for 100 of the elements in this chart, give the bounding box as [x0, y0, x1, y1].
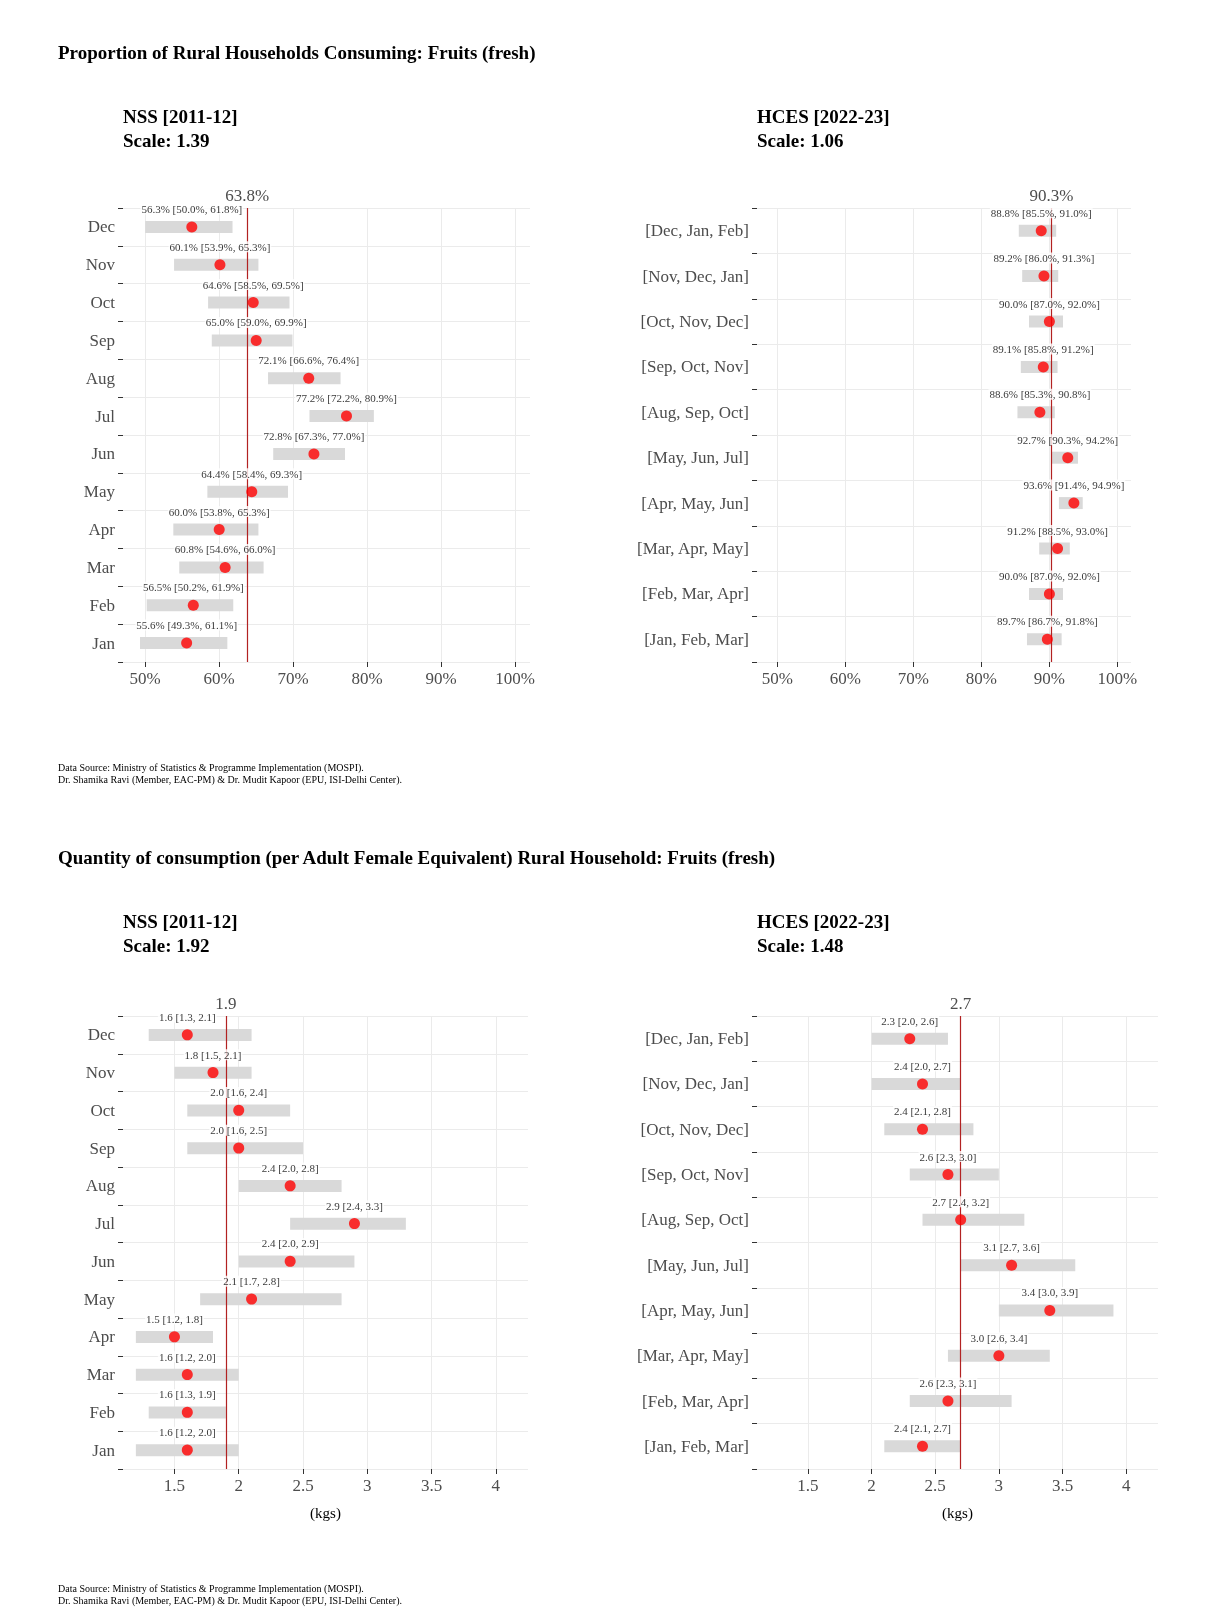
data-label: 77.2% [72.2%, 80.9%]	[296, 392, 397, 405]
y-tick-label: [Apr, May, Jun]	[641, 1300, 749, 1320]
point	[207, 1067, 219, 1079]
y-tick-label: [Sep, Oct, Nov]	[641, 357, 749, 377]
point	[1068, 497, 1080, 509]
point	[917, 1078, 928, 1090]
data-label: 60.1% [53.9%, 65.3%]	[169, 240, 271, 253]
point	[181, 1444, 193, 1456]
y-tick-label: Aug	[85, 368, 116, 388]
data-label: 2.4 [2.0, 2.7]	[894, 1059, 951, 1072]
data-label: 72.8% [67.3%, 77.0%]	[263, 429, 365, 442]
data-label: 1.8 [1.5, 2.1]	[184, 1048, 242, 1061]
y-tick-label: Feb	[89, 1402, 115, 1422]
data-label: 2.9 [2.4, 3.3]	[326, 1199, 383, 1212]
data-label: 2.0 [1.6, 2.5]	[210, 1124, 268, 1137]
x-tick-label: 100%	[495, 669, 536, 688]
point	[942, 1169, 954, 1181]
x-tick-label: 1.5	[797, 1476, 819, 1495]
point	[348, 1218, 360, 1230]
x-axis-title: (kgs)	[942, 1504, 973, 1522]
point	[303, 372, 315, 384]
y-tick-label: [Oct, Nov, Dec]	[640, 312, 749, 331]
point	[1038, 270, 1050, 282]
point	[247, 297, 259, 309]
ref-line-label: 90.3%	[1029, 186, 1074, 205]
ref-line-label: 1.9	[215, 994, 237, 1013]
y-tick-label: Jan	[92, 633, 116, 653]
point	[1043, 316, 1055, 327]
y-tick-label: Mar	[86, 1365, 116, 1385]
y-tick-label: Dec	[87, 217, 116, 237]
point	[181, 1029, 193, 1041]
data-label: 2.4 [2.1, 2.8]	[894, 1105, 951, 1118]
point	[181, 1406, 193, 1418]
y-tick-label: Jun	[91, 1251, 116, 1271]
x-tick-label: 2.5	[292, 1476, 314, 1495]
data-label: 89.2% [86.0%, 91.3%]	[993, 252, 1095, 265]
x-axis-title: (kgs)	[310, 1504, 341, 1522]
ref-line-label: 2.7	[950, 994, 972, 1013]
data-label: 1.6 [1.3, 1.9]	[158, 1388, 216, 1401]
text: Proportion of Rural Households Consuming: Fruits (fresh)	[58, 42, 536, 64]
data-label: 93.6% [91.4%, 94.9%]	[1023, 479, 1125, 492]
data-label: 2.4 [2.1, 2.7]	[894, 1422, 951, 1435]
point	[284, 1255, 296, 1267]
data-label: 91.2% [88.5%, 93.0%]	[1007, 524, 1108, 537]
y-tick-label: [Apr, May, Jun]	[641, 493, 749, 513]
x-tick-label: 3	[363, 1476, 372, 1495]
data-label: 2.4 [2.0, 2.9]	[261, 1237, 319, 1250]
point	[181, 637, 193, 649]
point	[214, 259, 226, 271]
y-tick-label: [Oct, Nov, Dec]	[640, 1119, 749, 1139]
x-tick-label: 50%	[761, 669, 793, 688]
point	[219, 561, 231, 573]
y-tick-label: Jul	[95, 406, 116, 426]
point	[246, 1293, 258, 1305]
y-tick-label: Sep	[89, 1138, 115, 1158]
data-label: 56.3% [50.0%, 61.8%]	[141, 202, 243, 215]
chart-subtitle: Scale: 1.48	[757, 935, 844, 957]
data-label: 2.6 [2.3, 3.1]	[919, 1377, 977, 1390]
x-tick-label: 70%	[277, 669, 309, 688]
point	[1035, 225, 1047, 237]
chart-subtitle: Scale: 1.39	[123, 130, 210, 152]
x-tick-label: 80%	[965, 669, 997, 688]
x-tick-label: 3.5	[420, 1476, 443, 1495]
x-tick-label: 2	[234, 1476, 243, 1495]
point	[233, 1104, 245, 1116]
x-tick-label: 80%	[351, 669, 383, 688]
point	[213, 524, 225, 536]
chart-subtitle: Scale: 1.06	[757, 130, 844, 152]
data-label: 2.6 [2.3, 3.0]	[919, 1150, 977, 1163]
x-tick-label: 60%	[203, 669, 235, 688]
data-label: 72.1% [66.6%, 76.4%]	[258, 354, 360, 367]
x-tick-label: 1.5	[163, 1476, 186, 1495]
data-label: 64.4% [58.4%, 69.3%]	[201, 467, 303, 480]
y-tick-label: [Nov, Dec, Jan]	[642, 1074, 749, 1094]
point	[186, 221, 198, 233]
text: Quantity of consumption (per Adult Female Equivalent) Rural Household: Fruits (fresh)	[58, 847, 776, 869]
data-label: 60.8% [54.6%, 66.0%]	[174, 543, 276, 556]
x-tick-label: 4	[491, 1476, 501, 1495]
ref-line-label: 63.8%	[225, 186, 270, 205]
y-tick-label: [Mar, Apr, May]	[637, 1346, 749, 1366]
x-tick-label: 90%	[1033, 669, 1065, 688]
source-note: Data Source: Ministry of Statistics & Programme Implementation (MOSPI).	[58, 762, 365, 774]
point	[1006, 1259, 1018, 1271]
point	[1052, 543, 1064, 554]
chart-subtitle: Scale: 1.92	[123, 935, 210, 957]
data-label: 1.6 [1.3, 2.1]	[158, 1010, 216, 1023]
x-tick-label: 4	[1121, 1476, 1131, 1495]
x-tick-label: 2.5	[924, 1476, 946, 1495]
y-tick-label: Oct	[90, 293, 116, 313]
data-label: 1.5 [1.2, 1.8]	[146, 1312, 203, 1325]
y-tick-label: [Aug, Sep, Oct]	[641, 402, 749, 422]
y-tick-label: Feb	[89, 595, 115, 615]
y-tick-label: [Feb, Mar, Apr]	[642, 584, 749, 604]
point	[1044, 1304, 1056, 1316]
x-tick-label: 90%	[425, 669, 457, 688]
y-tick-label: [Dec, Jan, Feb]	[645, 221, 749, 241]
y-tick-label: Nov	[85, 255, 116, 275]
text: Dr. Shamika Ravi (Member, EAC-PM) & Dr. Mudit Kapoor (EPU, ISI-Delhi Center).	[58, 774, 402, 786]
data-label: 2.4 [2.0, 2.8]	[261, 1161, 319, 1174]
y-tick-label: Jun	[91, 444, 116, 464]
